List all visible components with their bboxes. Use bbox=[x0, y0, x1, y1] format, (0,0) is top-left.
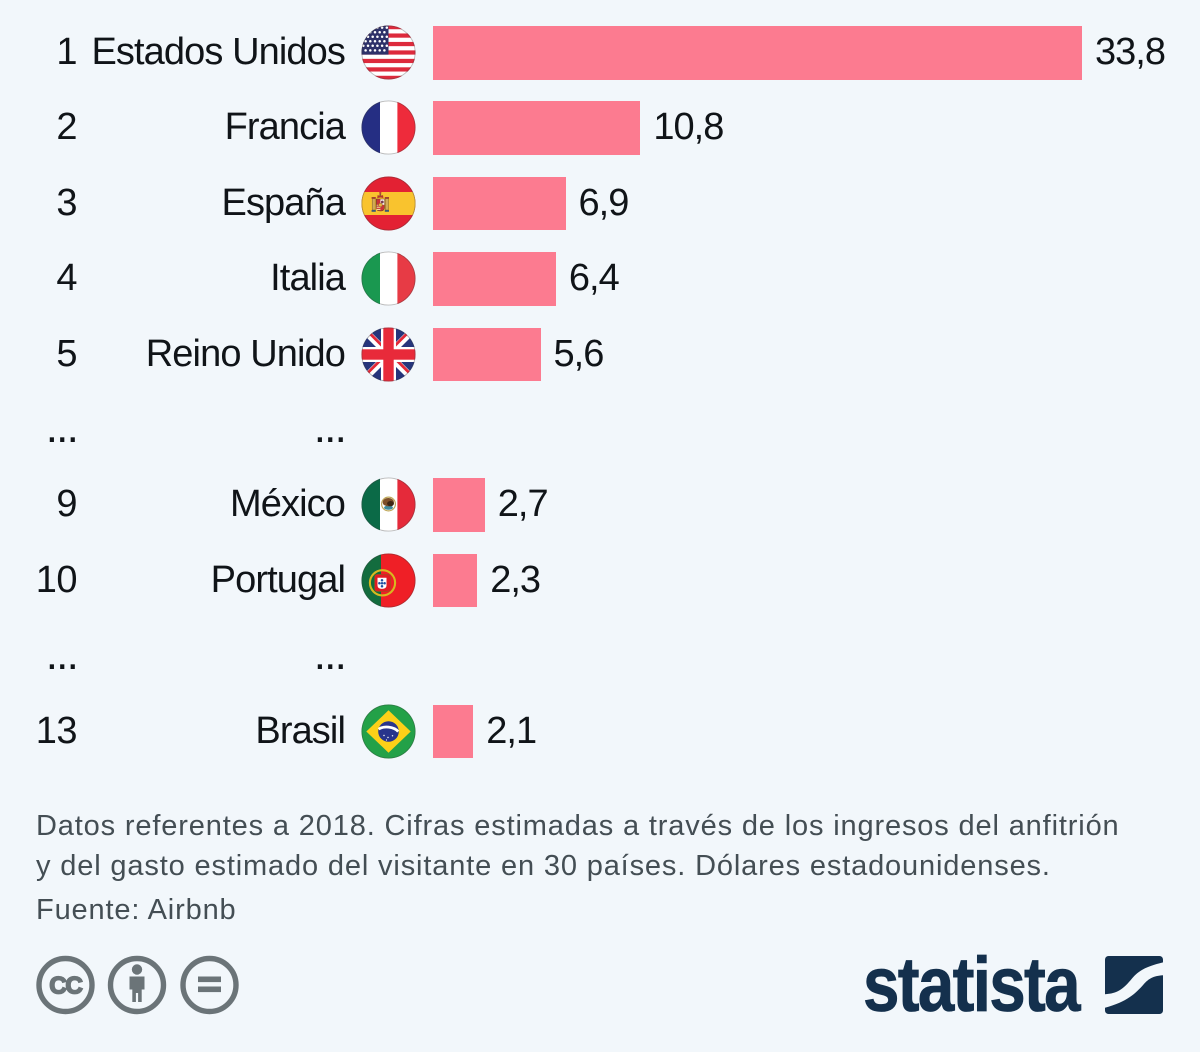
svg-text:CC: CC bbox=[49, 973, 82, 1000]
